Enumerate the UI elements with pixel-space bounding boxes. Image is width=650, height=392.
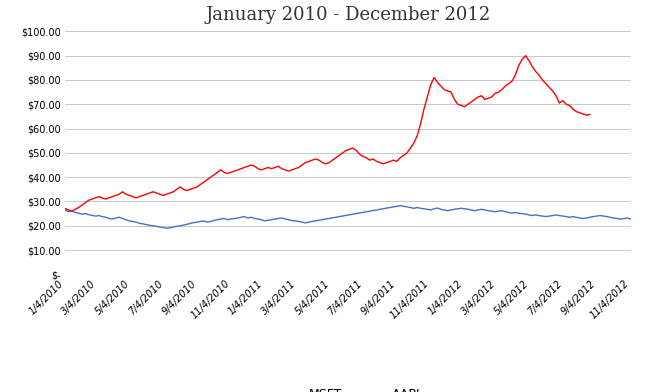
AAPL [281,167,289,172]
Legend: MSFT, AAPL: MSFT, AAPL [266,383,429,392]
MSFT [396,203,404,208]
Title: January 2010 - December 2012: January 2010 - December 2012 [205,6,490,24]
AAPL [61,206,69,211]
AAPL [488,94,495,99]
MSFT [166,225,174,230]
MSFT [518,211,526,216]
AAPL [427,82,435,87]
AAPL [261,166,268,171]
MSFT [257,217,265,222]
MSFT [627,217,634,221]
MSFT [61,208,69,212]
AAPL [68,209,75,214]
Line: AAPL: AAPL [65,56,590,211]
AAPL [522,53,530,58]
MSFT [386,205,394,210]
MSFT [400,204,408,209]
MSFT [227,217,235,221]
AAPL [196,182,204,187]
MSFT [162,226,170,230]
Line: MSFT: MSFT [65,206,630,228]
AAPL [376,160,384,165]
AAPL [586,112,593,117]
